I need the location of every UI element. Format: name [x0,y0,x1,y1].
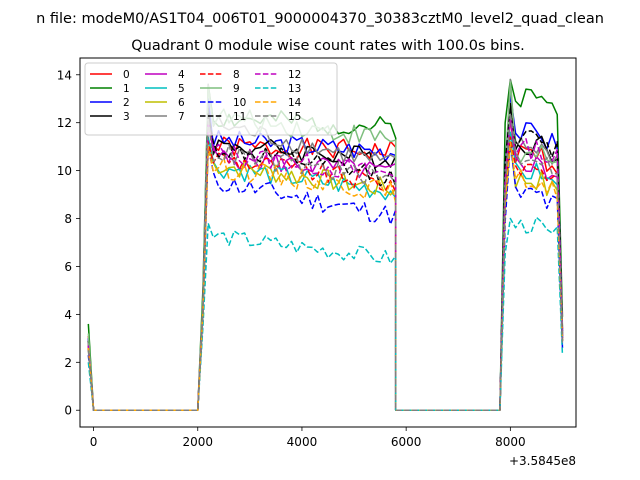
legend-label-14: 14 [288,97,302,109]
legend-label-0: 0 [123,69,130,81]
x-offset-label: +3.5845e8 [509,454,576,468]
legend-label-10: 10 [233,97,246,109]
y-tick-label: 14 [57,68,72,82]
x-tick-label: 2000 [182,435,213,449]
series-line-8 [87,136,564,411]
figure-suptitle: n file: modeM0/AS1T04_006T01_9000004370_… [36,11,604,27]
x-tick-label: 4000 [287,435,318,449]
legend-label-1: 1 [123,83,130,95]
legend-label-15: 15 [288,111,301,123]
legend-label-11: 11 [233,111,246,123]
y-tick-label: 10 [57,164,72,178]
x-tick-label: 0 [90,435,98,449]
x-tick-label: 6000 [391,435,422,449]
y-tick-label: 6 [64,260,72,274]
legend-label-6: 6 [178,97,185,109]
legend-label-13: 13 [288,83,301,95]
y-tick-label: 12 [57,116,72,130]
x-tick-label: 8000 [495,435,526,449]
legend-label-9: 9 [233,83,240,95]
legend-label-12: 12 [288,69,301,81]
x-axis: 0 2000 4000 6000 8000 [90,427,526,449]
series-line-13 [87,216,564,411]
chart-title: Quadrant 0 module wise count rates with … [131,38,525,54]
y-tick-label: 0 [64,404,72,418]
legend-box [84,62,338,136]
y-tick-label: 2 [64,356,72,370]
legend-label-4: 4 [178,69,185,81]
plot-frame [79,57,577,428]
y-tick-label: 4 [64,308,72,322]
series-line-15 [87,112,564,411]
legend-label-7: 7 [178,111,185,123]
legend-label-3: 3 [123,111,130,123]
y-axis: 0 2 4 6 8 10 12 14 [57,68,80,418]
series-line-14 [87,141,564,411]
legend-label-5: 5 [178,83,185,95]
series-line-12 [87,117,564,411]
legend-label-2: 2 [123,97,130,109]
legend-label-8: 8 [233,69,240,81]
series-line-11 [87,107,564,411]
y-tick-label: 8 [64,212,72,226]
